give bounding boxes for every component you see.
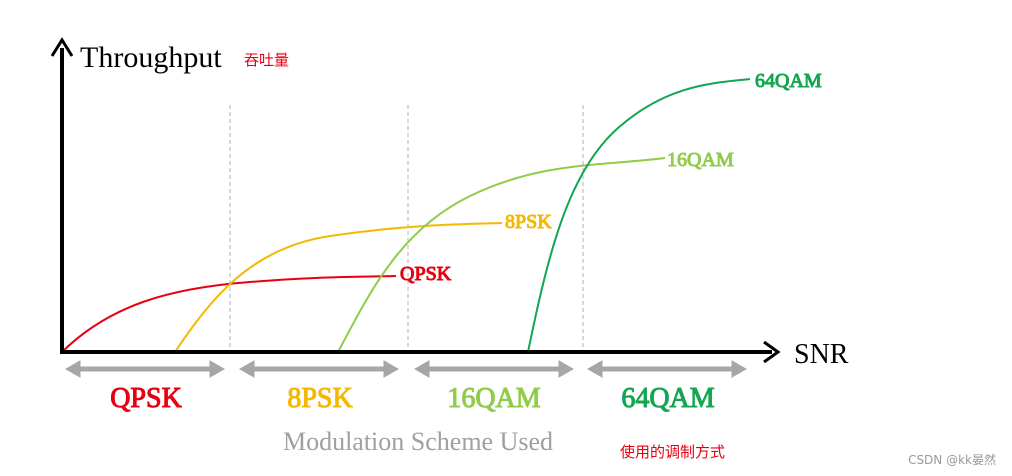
footer-title: Modulation Scheme Used: [283, 427, 553, 456]
y-axis-label: Throughput: [80, 41, 222, 74]
arrow-head: [383, 360, 400, 378]
arrow-head: [64, 360, 81, 378]
arrow-head: [238, 360, 255, 378]
y-axis-arrow: [50, 37, 74, 57]
region-label: 16QAM: [447, 383, 540, 414]
curve-label: 16QAM: [667, 149, 734, 171]
qpsk-curve: [61, 275, 397, 353]
arrow-head: [731, 360, 748, 378]
x-axis-label: SNR: [794, 339, 849, 370]
region-label: 64QAM: [621, 383, 714, 414]
curve-label: 8PSK: [505, 211, 552, 233]
footer-note: 使用的调制方式: [620, 443, 725, 461]
arrow-head: [586, 360, 603, 378]
arrow-head: [413, 360, 430, 378]
watermark: CSDN @kk晏然: [908, 452, 996, 467]
y-axis-note: 吞吐量: [244, 51, 289, 69]
arrow-head: [558, 360, 575, 378]
curve-label: 64QAM: [755, 70, 822, 92]
arrow-head: [209, 360, 226, 378]
x-axis-arrow: [763, 340, 781, 364]
8psk-curve: [174, 222, 503, 353]
64qam-curve: [527, 78, 751, 353]
region-label: 8PSK: [287, 383, 352, 414]
region-label: QPSK: [110, 383, 182, 414]
curve-label: QPSK: [400, 263, 452, 285]
region-arrows: [64, 360, 748, 378]
16qam-curve: [337, 157, 666, 353]
